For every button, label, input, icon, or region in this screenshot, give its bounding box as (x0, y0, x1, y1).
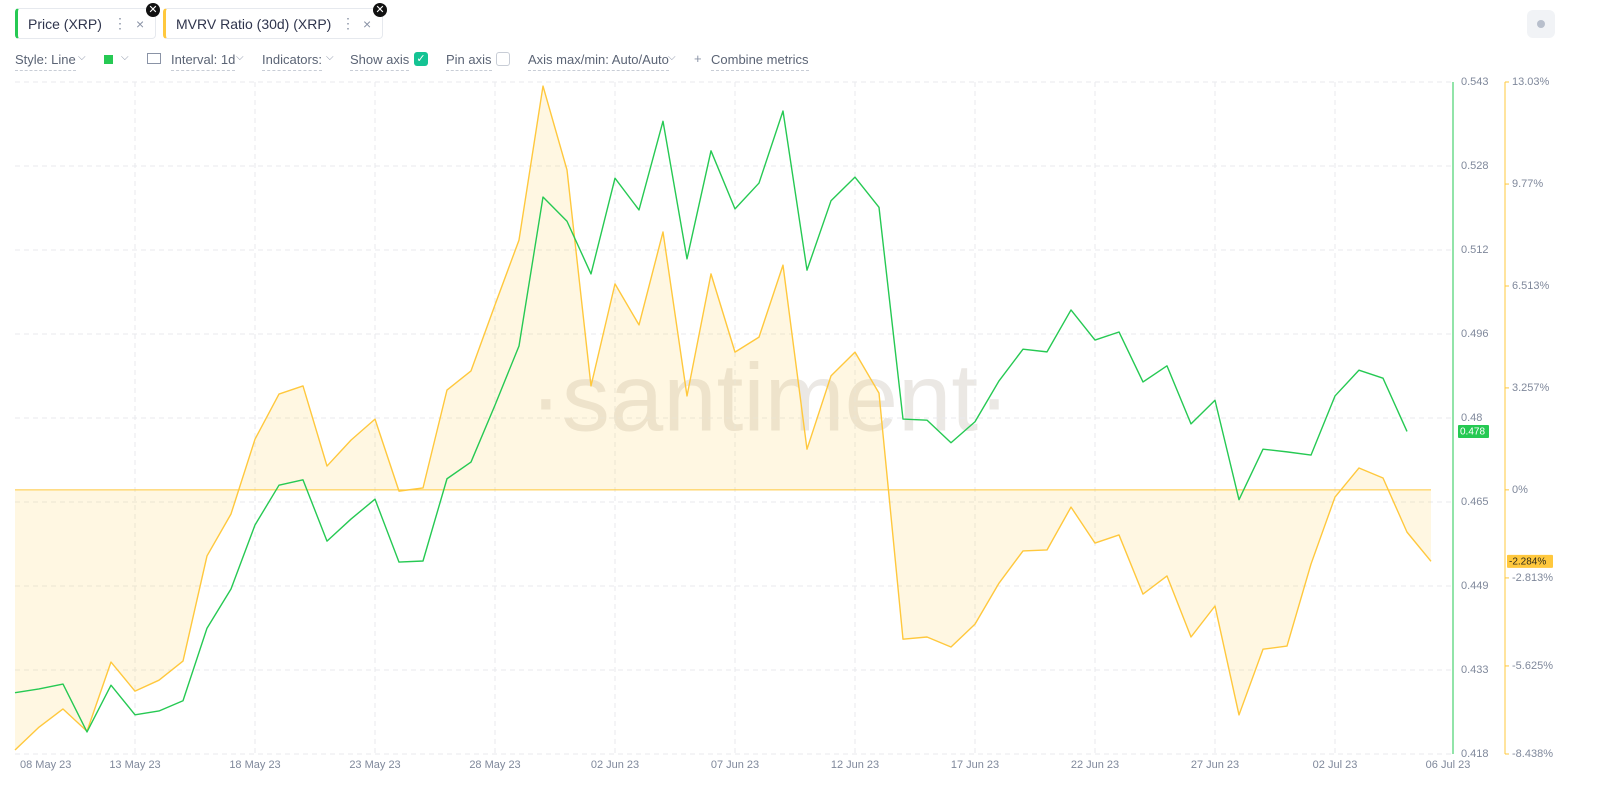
line (14, 110, 1408, 733)
value-badge (1458, 424, 1489, 438)
show-axis-toggle[interactable]: Show axis (350, 52, 410, 71)
dot-icon (1537, 20, 1545, 28)
y-tick-label: 0.418 (1461, 748, 1489, 760)
indicators-dropdown[interactable]: Indicators: (262, 52, 322, 71)
y2-tick-label: 13.03% (1512, 76, 1550, 88)
area (15, 86, 1431, 750)
style-dropdown[interactable]: Style: Line (15, 52, 76, 71)
axis-range-dropdown[interactable]: Axis max/min: Auto/Auto (528, 52, 669, 71)
tab-label: MVRV Ratio (30d) (XRP) (176, 15, 332, 32)
interval-icon (147, 53, 161, 64)
x-tick-label: 27 Jun 23 (1191, 759, 1239, 771)
tab[interactable]: Price (XRP) ⋮ × (15, 8, 156, 39)
settings-button[interactable] (1527, 10, 1555, 38)
y2-tick-label: -5.625% (1512, 660, 1553, 672)
close-icon[interactable]: ✕ (373, 3, 387, 17)
x-tick-label: 28 May 23 (469, 759, 520, 771)
checkbox-checked[interactable]: ✓ (414, 52, 428, 66)
y-tick-label: 0.433 (1461, 664, 1489, 676)
x-tick-label: 06 Jul 23 (1426, 759, 1471, 771)
combine-metrics-button[interactable]: Combine metrics (711, 52, 809, 71)
x-tick-label: 18 May 23 (229, 759, 280, 771)
interval-dropdown[interactable]: Interval: 1d (171, 52, 236, 71)
y2-tick-label: 0% (1512, 484, 1528, 496)
y2-tick-label: -8.438% (1512, 748, 1553, 760)
tab[interactable]: MVRV Ratio (30d) (XRP) ⋮ × (163, 8, 383, 39)
color-swatch[interactable] (104, 55, 113, 64)
value-label: 0.478 (1460, 427, 1485, 438)
y-tick-label: 0.465 (1461, 496, 1489, 508)
x-tick-label: 17 Jun 23 (951, 759, 999, 771)
y2-tick-label: -2.813% (1512, 572, 1553, 584)
y-tick-label: 0.512 (1461, 244, 1489, 256)
watermark: ·santiment· (530, 344, 1010, 451)
value-badge (1507, 554, 1553, 568)
remove-icon[interactable]: × (136, 15, 145, 32)
x-tick-label: 07 Jun 23 (711, 759, 759, 771)
x-tick-label: 08 May 23 (20, 759, 71, 771)
value-label: -2.284% (1509, 557, 1546, 568)
chevron: ⌵ (326, 52, 334, 63)
close-icon[interactable]: ✕ (146, 3, 160, 17)
y2-tick-label: 9.77% (1512, 178, 1543, 190)
x-tick-label: 22 Jun 23 (1071, 759, 1119, 771)
y-tick-label: 0.496 (1461, 328, 1489, 340)
checkbox[interactable] (496, 52, 510, 66)
y-tick-label: 0.528 (1461, 160, 1489, 172)
x-tick-label: 13 May 23 (109, 759, 160, 771)
y2-tick-label: 3.257% (1512, 382, 1550, 394)
tab-label: Price (XRP) (28, 15, 102, 32)
menu-icon[interactable]: ⋮ (113, 15, 127, 31)
x-tick-label: 12 Jun 23 (831, 759, 879, 771)
chevron: ⌵ (78, 52, 86, 63)
x-tick-label: 02 Jun 23 (591, 759, 639, 771)
y-tick-label: 0.543 (1461, 76, 1489, 88)
y-tick-label: 0.449 (1461, 580, 1489, 592)
plus-icon: + (694, 51, 702, 66)
y-tick-label: 0.48 (1461, 412, 1482, 424)
grid (15, 81, 1453, 755)
x-tick-label: 23 May 23 (349, 759, 400, 771)
y2-tick-label: 6.513% (1512, 280, 1550, 292)
x-tick-label: 02 Jul 23 (1313, 759, 1358, 771)
remove-icon[interactable]: × (363, 15, 372, 32)
chevron: ⌵ (236, 52, 244, 63)
pin-axis-toggle[interactable]: Pin axis (446, 52, 492, 71)
chevron: ⌵ (668, 52, 676, 63)
line (14, 85, 1432, 751)
chevron: ⌵ (121, 52, 129, 63)
menu-icon[interactable]: ⋮ (341, 15, 355, 31)
